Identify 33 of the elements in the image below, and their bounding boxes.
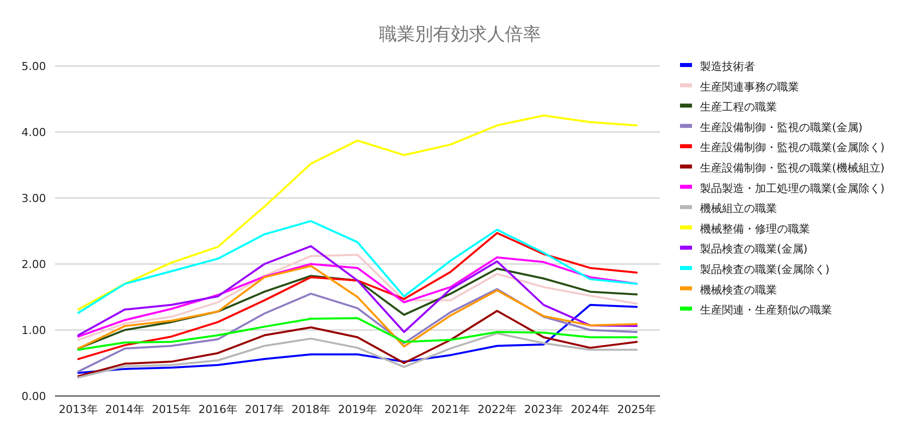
- y-tick-label: 3.00: [22, 192, 46, 205]
- x-tick-label: 2018年: [291, 403, 330, 416]
- legend-label: 生産設備制御・監視の職業(機械組立): [700, 162, 885, 174]
- legend-label: 製品検査の職業(金属除く): [700, 263, 830, 276]
- x-tick-label: 2025年: [617, 403, 656, 416]
- x-tick-label: 2019年: [338, 403, 377, 416]
- x-tick-label: 2017年: [244, 403, 284, 416]
- x-tick-label: 2021年: [431, 403, 470, 416]
- legend-label: 製造技術者: [700, 60, 755, 73]
- x-tick-label: 2015年: [152, 403, 191, 416]
- legend-label: 機械組立の職業: [700, 202, 777, 216]
- x-tick-label: 2020年: [384, 403, 424, 416]
- legend-label: 生産関連事務の職業: [700, 80, 799, 94]
- legend-label: 機械整備・修理の職業: [700, 222, 810, 236]
- x-tick-label: 2013年: [58, 403, 98, 416]
- legend-label: 生産設備制御・監視の職業(金属): [700, 120, 863, 134]
- legend-label: 生産関連・生産類似の職業: [700, 304, 832, 317]
- x-tick-label: 2022年: [478, 403, 517, 416]
- y-tick-label: 2.00: [22, 258, 46, 271]
- y-tick-label: 0.00: [22, 390, 46, 403]
- y-tick-label: 4.00: [22, 126, 46, 139]
- legend-label: 製品検査の職業(金属): [700, 242, 808, 256]
- chart-title: 職業別有効求人倍率: [379, 24, 541, 45]
- legend-label: 製品製造・加工処理の職業(金属除く): [700, 182, 885, 195]
- x-tick-label: 2024年: [570, 403, 610, 416]
- y-tick-label: 1.00: [22, 324, 46, 337]
- x-tick-label: 2014年: [105, 403, 144, 416]
- x-tick-label: 2016年: [198, 403, 238, 416]
- y-tick-label: 5.00: [22, 60, 46, 73]
- legend-label: 生産設備制御・監視の職業(金属除く): [700, 141, 885, 154]
- x-tick-label: 2023年: [524, 403, 564, 416]
- legend-label: 生産工程の職業: [700, 100, 777, 114]
- legend-label: 機械検査の職業: [700, 283, 777, 296]
